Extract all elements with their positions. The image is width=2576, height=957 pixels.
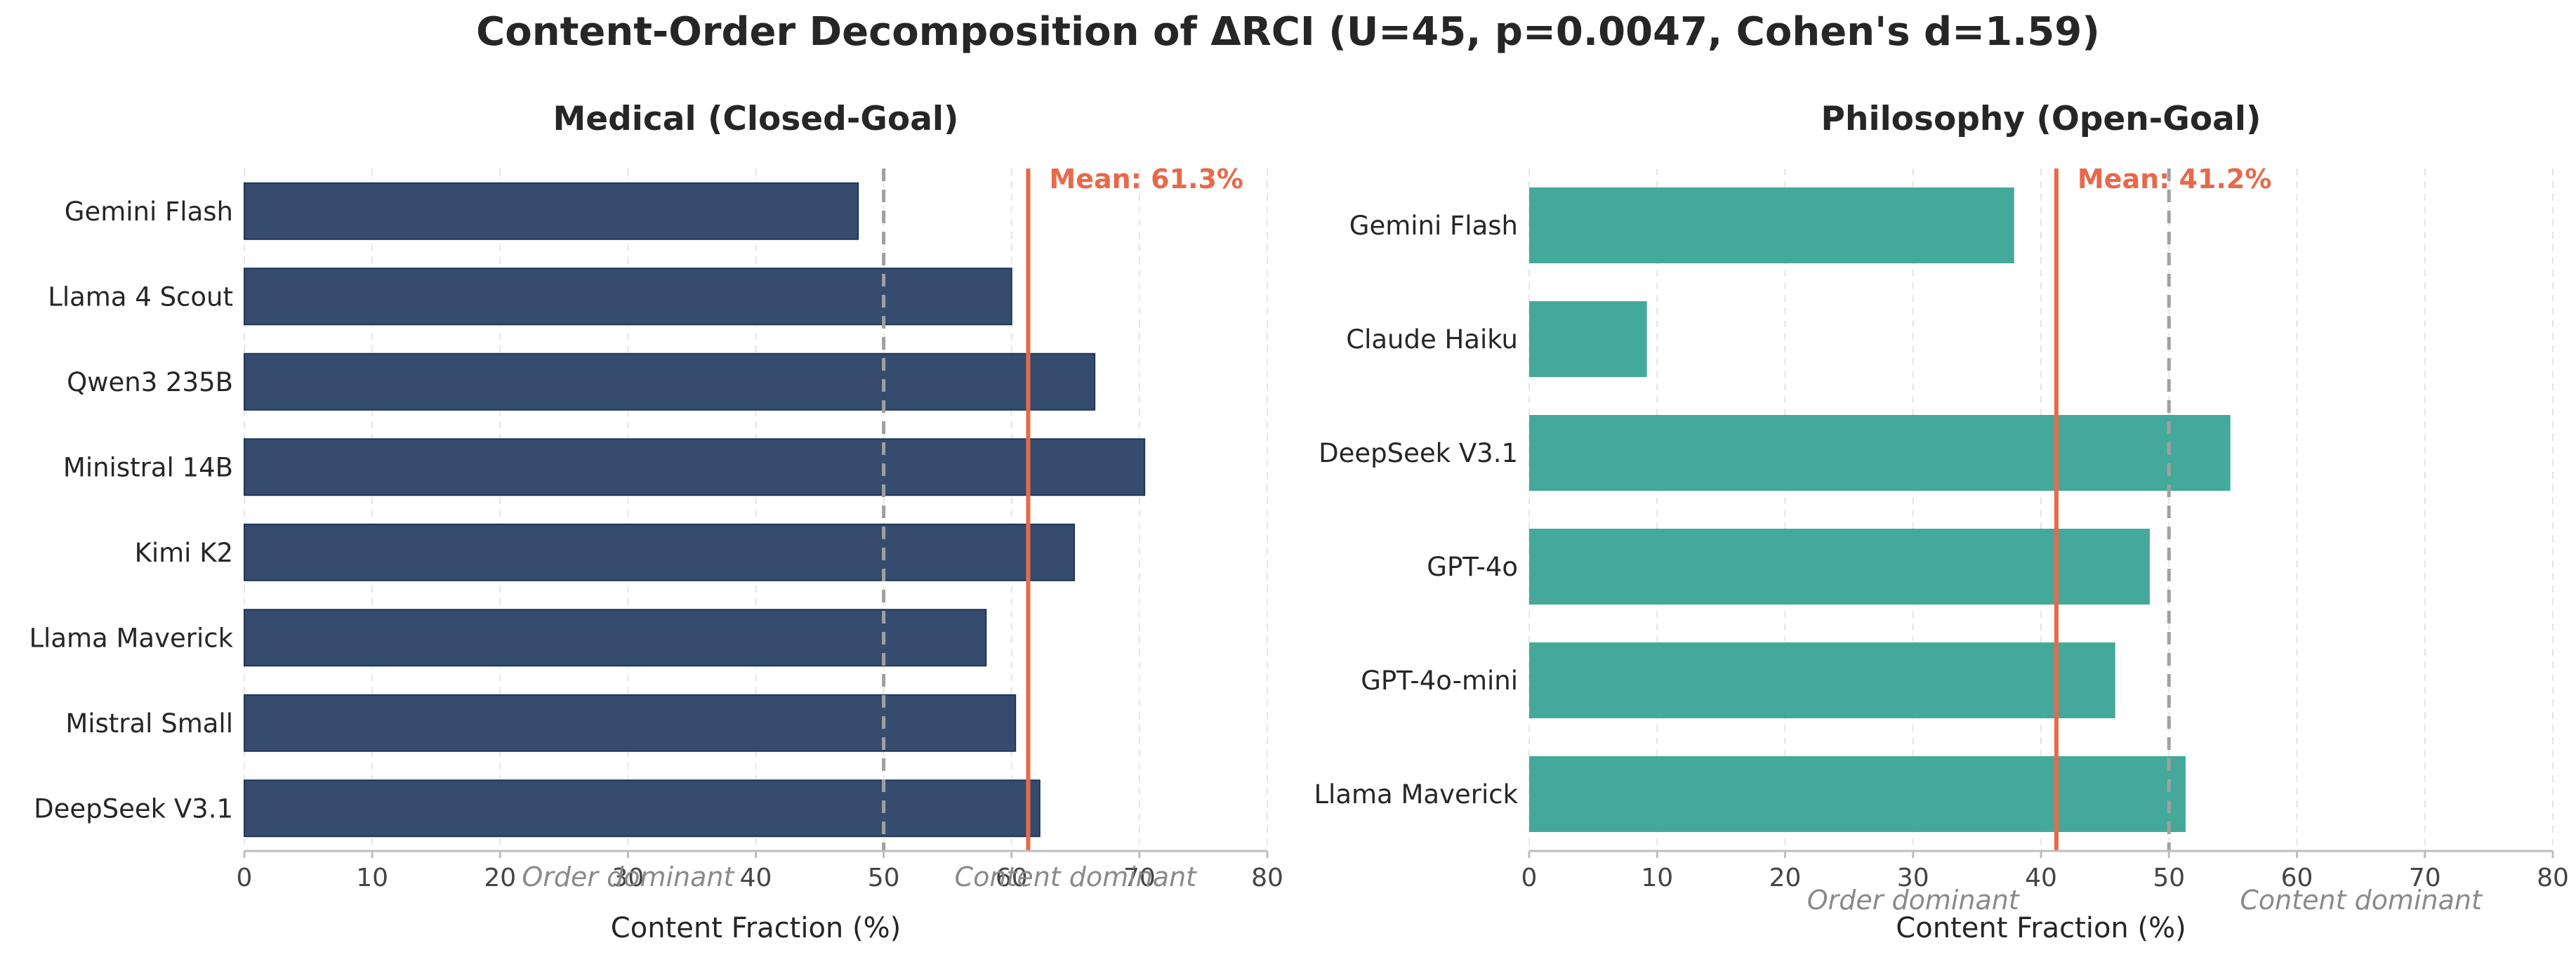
- medical-bar: [244, 268, 1012, 326]
- philosophy-tick-label: 0: [1521, 864, 1538, 892]
- philosophy-bar: [1529, 187, 2014, 263]
- medical-tick-label: 0: [237, 864, 253, 892]
- medical-category-label: Llama Maverick: [29, 623, 233, 653]
- philosophy-panel-title: Philosophy (Open-Goal): [1821, 100, 2261, 138]
- medical-mean-label: Mean: 61.3%: [1049, 164, 1243, 194]
- medical-category-label: Mistral Small: [65, 708, 233, 739]
- medical-tick-label: 50: [868, 864, 900, 892]
- medical-category-label: DeepSeek V3.1: [34, 793, 233, 824]
- medical-bar: [244, 694, 1017, 752]
- philosophy-bar: [1529, 756, 2186, 832]
- medical-tick-label: 30: [612, 864, 644, 892]
- philosophy-category-label: GPT-4o-mini: [1361, 666, 1518, 696]
- philosophy-category-label: Gemini Flash: [1349, 211, 1518, 241]
- philosophy-tick-label: 70: [2409, 864, 2441, 892]
- philosophy-tick-label: 50: [2153, 864, 2185, 892]
- philosophy-tick-label: 80: [2537, 864, 2569, 892]
- medical-category-label: Llama 4 Scout: [48, 282, 233, 312]
- philosophy-order-annotation: Order dominant: [1807, 885, 2021, 916]
- medical-tick-label: 60: [996, 864, 1028, 892]
- medical-tick-label: 10: [356, 864, 388, 892]
- philosophy-bar: [1529, 301, 1647, 377]
- philosophy-bar: [1529, 642, 2115, 718]
- medical-category-label: Gemini Flash: [65, 197, 233, 227]
- philosophy-tick-label: 40: [2025, 864, 2057, 892]
- philosophy-bar: [1529, 529, 2150, 605]
- philosophy-tick-label: 20: [1769, 864, 1802, 892]
- medical-bar: [244, 779, 1041, 838]
- medical-bar: [244, 182, 859, 240]
- medical-tick-label: 70: [1123, 864, 1156, 892]
- philosophy-tick-label: 10: [1641, 864, 1673, 892]
- medical-bar: [244, 609, 987, 667]
- medical-bar: [244, 523, 1075, 581]
- philosophy-bar: [1529, 415, 2231, 491]
- philosophy-x-axis-label: Content Fraction (%): [1896, 912, 2186, 944]
- medical-tick-label: 80: [1251, 864, 1283, 892]
- philosophy-mean-label: Mean: 41.2%: [2078, 164, 2272, 194]
- medical-tick-label: 40: [740, 864, 772, 892]
- medical-panel-title: Medical (Closed-Goal): [553, 100, 959, 138]
- medical-category-label: Ministral 14B: [63, 452, 233, 482]
- philosophy-category-label: DeepSeek V3.1: [1319, 438, 1518, 468]
- medical-bar: [244, 438, 1146, 496]
- philosophy-category-label: GPT-4o: [1427, 552, 1518, 582]
- medical-x-axis-label: Content Fraction (%): [611, 912, 901, 944]
- medical-bar: [244, 352, 1096, 411]
- medical-order-annotation: Order dominant: [522, 862, 735, 892]
- medical-category-label: Qwen3 235B: [67, 367, 233, 397]
- philosophy-category-label: Claude Haiku: [1346, 324, 1518, 355]
- philosophy-tick-label: 60: [2281, 864, 2313, 892]
- medical-tick-label: 20: [484, 864, 516, 892]
- philosophy-tick-label: 30: [1897, 864, 1929, 892]
- philosophy-content-annotation: Content dominant: [2240, 885, 2483, 916]
- medical-category-label: Kimi K2: [135, 538, 233, 568]
- chart-title: Content-Order Decomposition of ΔRCI (U=4…: [476, 9, 2100, 55]
- medical-content-annotation: Content dominant: [955, 862, 1198, 892]
- philosophy-category-label: Llama Maverick: [1314, 779, 1518, 810]
